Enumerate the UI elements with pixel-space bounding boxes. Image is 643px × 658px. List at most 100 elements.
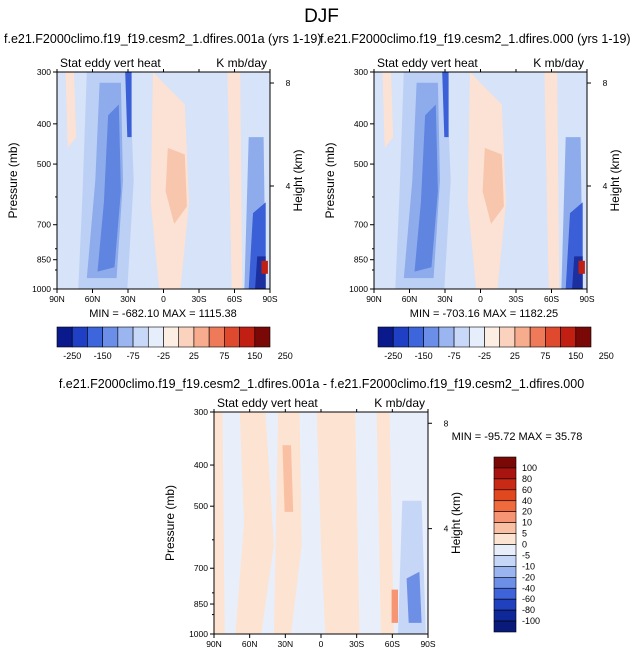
y-axis-label: Pressure (mb) — [6, 142, 20, 218]
colorbar-box — [493, 478, 517, 491]
contour-region — [261, 260, 268, 274]
contour-region — [165, 147, 187, 224]
colorbar-box — [208, 326, 225, 348]
chart-panel-3: Stat eddy vert heat K mb/day3004005007008… — [163, 396, 582, 649]
colorbar-box — [493, 456, 517, 469]
colorbar-label: 60 — [522, 485, 532, 495]
colorbar-box — [493, 555, 517, 567]
contour-region — [391, 589, 398, 623]
y-tick-label: 500 — [37, 159, 51, 169]
colorbar-box — [147, 326, 164, 348]
colorbar-label: -75 — [127, 351, 140, 361]
min-max-text: MIN = -682.10 MAX = 1115.38 — [89, 308, 237, 320]
x-tick-label: 30S — [508, 294, 523, 304]
colorbar-label: -20 — [522, 572, 535, 582]
contour-region — [482, 147, 504, 224]
colorbar-box — [484, 326, 501, 348]
colorbar-label: 75 — [540, 351, 550, 361]
y2-tick-label: 4 — [286, 181, 291, 191]
colorbar-box — [453, 326, 470, 348]
y-tick-label: 500 — [194, 501, 208, 511]
y-tick-label: 850 — [354, 255, 368, 265]
contour-region — [316, 412, 360, 634]
colorbar-label: -5 — [522, 550, 530, 560]
y-tick-label: 500 — [354, 159, 368, 169]
colorbar-label: 25 — [189, 351, 199, 361]
contour-region — [65, 72, 77, 148]
min-max-text: MIN = -95.72 MAX = 35.78 — [452, 431, 583, 443]
y-tick-label: 400 — [37, 119, 51, 129]
colorbar-box — [493, 500, 517, 512]
x-tick-label: 90N — [366, 294, 382, 304]
y-tick-label: 1000 — [189, 629, 208, 639]
y2-axis-label: Height (km) — [608, 149, 622, 211]
y-tick-label: 300 — [194, 407, 208, 417]
colorbar-label: 0 — [522, 540, 527, 550]
subtitle-left: Stat eddy vert heat — [377, 56, 478, 70]
y-tick-label: 700 — [194, 563, 208, 573]
colorbar-box — [493, 587, 517, 600]
x-tick-label: 0 — [478, 294, 483, 304]
colorbar-box — [493, 620, 517, 633]
x-tick-label: 30N — [278, 639, 294, 649]
x-tick-label: 30N — [120, 294, 136, 304]
y2-tick-label: 4 — [444, 524, 449, 534]
y-tick-label: 400 — [354, 119, 368, 129]
x-tick-label: 90S — [579, 294, 594, 304]
y-tick-label: 700 — [37, 220, 51, 230]
y2-axis-label: Height (km) — [449, 492, 463, 554]
x-tick-label: 30N — [437, 294, 453, 304]
colorbar-box — [560, 326, 577, 348]
contour-region — [282, 445, 294, 512]
contour-region — [414, 104, 438, 272]
contour-region — [214, 412, 225, 634]
y2-tick-label: 8 — [444, 418, 449, 428]
contour-region — [406, 571, 422, 623]
colorbar-box — [529, 326, 546, 348]
colorbar-box — [493, 544, 517, 556]
x-tick-label: 60S — [544, 294, 559, 304]
colorbar-box — [178, 326, 195, 348]
colorbar-box — [493, 577, 517, 589]
colorbar-label: 150 — [247, 351, 262, 361]
x-tick-label: 0 — [319, 639, 324, 649]
colorbar-label: -100 — [522, 616, 540, 626]
colorbar-box — [102, 326, 119, 348]
y2-tick-label: 8 — [603, 78, 608, 88]
y-tick-label: 400 — [194, 460, 208, 470]
contour-region — [235, 412, 274, 634]
colorbar-box — [493, 467, 517, 480]
colorbar-box — [392, 326, 409, 348]
y-tick-label: 300 — [354, 67, 368, 77]
colorbar-label: -25 — [478, 351, 491, 361]
colorbar-label: -25 — [157, 351, 170, 361]
contour-region — [376, 412, 394, 634]
colorbar-box — [493, 533, 517, 545]
colorbar-box — [493, 489, 517, 502]
colorbar-box — [224, 326, 240, 348]
x-tick-label: 90N — [206, 639, 222, 649]
colorbar: -250 -150 -75 -25 25 75 150 250 — [56, 326, 293, 361]
colorbar-box — [575, 326, 592, 348]
colorbar-box — [163, 326, 180, 348]
y2-tick-label: 8 — [286, 78, 291, 88]
x-tick-label: 0 — [161, 294, 166, 304]
colorbar-box — [514, 326, 531, 348]
x-tick-label: 60S — [227, 294, 242, 304]
colorbar-box — [408, 326, 424, 348]
page-title: DJF — [304, 6, 339, 27]
x-tick-label: 30S — [349, 639, 364, 649]
colorbar-box — [438, 326, 455, 348]
colorbar-label: 20 — [522, 507, 532, 517]
colorbar-label: 80 — [522, 474, 532, 484]
contour-region — [578, 260, 585, 274]
min-max-text: MIN = -703.16 MAX = 1182.25 — [410, 308, 558, 320]
colorbar-label: 250 — [599, 351, 614, 361]
colorbar-box — [499, 326, 516, 348]
contour-region — [382, 72, 394, 148]
x-tick-label: 60N — [85, 294, 101, 304]
colorbar-label: 250 — [278, 351, 293, 361]
x-tick-label: 90S — [420, 639, 435, 649]
